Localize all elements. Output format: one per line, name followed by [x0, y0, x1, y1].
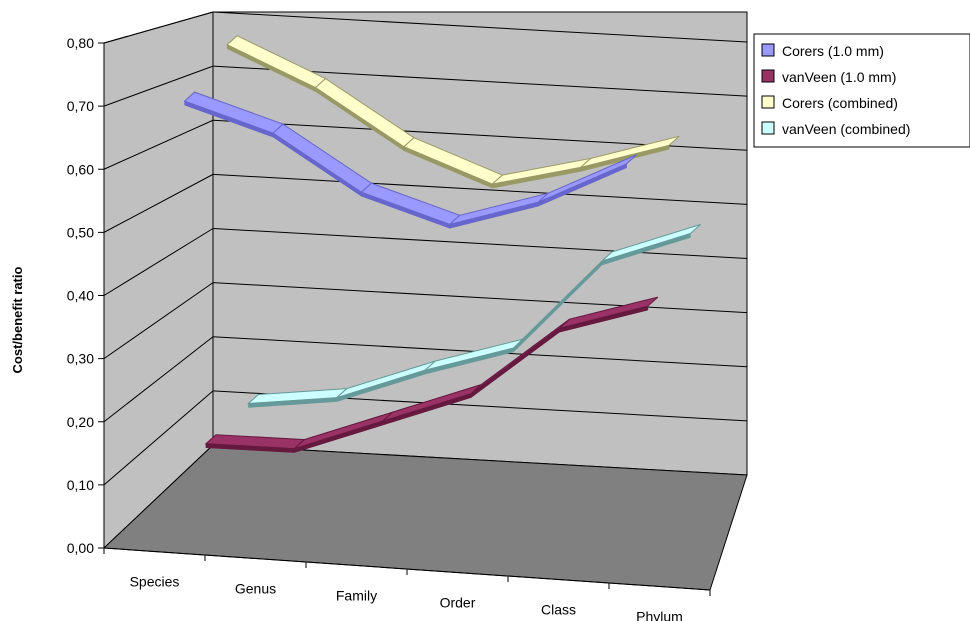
legend-box [753, 33, 970, 148]
gridline-back [212, 228, 748, 259]
legend-entry: vanVeen (combined) [782, 121, 910, 137]
legend-swatch [761, 121, 775, 135]
series-edge [559, 305, 649, 333]
y-tick-label: 0,60 [67, 161, 94, 177]
x-tick-label: Species [130, 574, 180, 590]
y-tick-label: 0,70 [67, 98, 94, 114]
y-tick-label: 0,10 [67, 477, 94, 493]
y-tick-label: 0,20 [67, 414, 94, 430]
series-layer [183, 35, 701, 453]
legend-swatch [761, 95, 775, 109]
x-tick-label: Phylum [636, 609, 683, 621]
legend-swatch [761, 43, 775, 57]
x-tick-label: Order [440, 595, 476, 611]
y-tick-label: 0,80 [67, 35, 94, 51]
gridline-side [103, 282, 214, 360]
y-tick-label: 0,00 [67, 540, 94, 556]
gridline-side [103, 11, 214, 44]
y-tick-label: 0,40 [67, 288, 94, 304]
series-edge [580, 144, 670, 172]
legend-entry: Corers (combined) [782, 95, 898, 111]
gridline-side [103, 173, 214, 233]
gridline-side [103, 336, 214, 423]
series-edge [537, 163, 627, 207]
gridline-side [103, 119, 214, 170]
legend: Corers (1.0 mm) vanVeen (1.0 mm) Corers (c… [753, 33, 970, 148]
gridline-back [212, 282, 748, 314]
legend-entry: vanVeen (1.0 mm) [782, 69, 896, 85]
gridline-side [103, 228, 214, 296]
gridline-back [212, 11, 748, 43]
x-tick-label: Class [541, 602, 576, 618]
gridline-side [103, 390, 214, 486]
legend-swatch [761, 69, 775, 83]
x-tick-label: Family [336, 588, 377, 604]
gridline-back [212, 173, 748, 205]
legend-entry: Corers (1.0 mm) [782, 43, 884, 59]
axes: 0,00 0,10 0,20 0,30 0,40 0,50 0,60 0,70 0,80 Spec… [67, 35, 711, 621]
gridline-side [103, 65, 214, 107]
y-axis-label: Cost/benefit ratio [10, 266, 25, 373]
x-tick-label: Genus [235, 581, 276, 597]
y-tick-label: 0,50 [67, 224, 94, 240]
gridlines [103, 11, 748, 486]
y-tick-label: 0,30 [67, 351, 94, 367]
series-edge [601, 233, 691, 266]
